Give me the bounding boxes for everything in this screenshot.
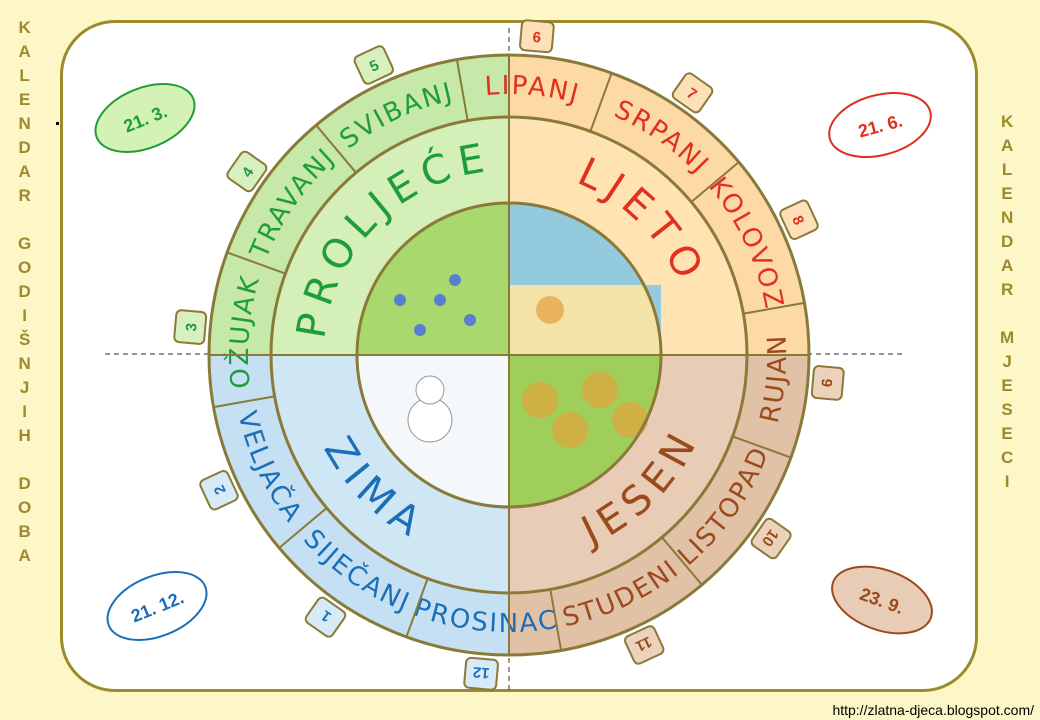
month-divider bbox=[315, 124, 357, 174]
side_right-letter: E bbox=[1001, 424, 1013, 443]
side_right-letter: R bbox=[1000, 280, 1014, 299]
flower-shape bbox=[394, 294, 406, 306]
side_right-letter: E bbox=[1001, 184, 1013, 203]
month-number: 10 bbox=[758, 526, 781, 549]
side_left-letter: B bbox=[18, 522, 31, 541]
month-number: 3 bbox=[183, 322, 201, 332]
month-number-badge: 7 bbox=[671, 72, 714, 114]
leaf-cluster-shape bbox=[582, 372, 618, 408]
side_right-letter: N bbox=[1000, 208, 1014, 227]
flower-shape bbox=[464, 314, 476, 326]
snowman-body-shape bbox=[407, 397, 453, 443]
source-credit[interactable]: http://zlatna-djeca.blogspot.com/ bbox=[832, 702, 1034, 718]
side_left-letter: H bbox=[18, 426, 31, 445]
stray-dot bbox=[56, 122, 59, 125]
month-number-badge: 2 bbox=[199, 470, 239, 511]
equinox-date-badge: 21. 12. bbox=[106, 571, 208, 641]
month-divider bbox=[661, 536, 703, 586]
month-number-badge: 3 bbox=[173, 309, 208, 345]
side_left-letter: D bbox=[18, 138, 31, 157]
month-divider bbox=[226, 251, 286, 275]
month-divider bbox=[732, 435, 792, 459]
month-divider bbox=[405, 578, 429, 638]
month-divider bbox=[549, 589, 563, 651]
side_left-letter: R bbox=[18, 186, 31, 205]
side_right-letter: K bbox=[1000, 112, 1014, 131]
side_right-letter: I bbox=[1004, 472, 1010, 491]
side_left-letter: O bbox=[18, 498, 32, 517]
equinox-date-badge: 21. 6. bbox=[828, 92, 932, 158]
month-number-badge: 11 bbox=[624, 625, 665, 665]
side_left-letter: G bbox=[18, 234, 32, 253]
flower-shape bbox=[449, 274, 461, 286]
side_right-letter: D bbox=[1000, 232, 1014, 251]
side_left-letter: A bbox=[18, 42, 31, 61]
side_left-letter: N bbox=[18, 114, 31, 133]
month-number-badge: 8 bbox=[779, 199, 819, 240]
month-divider bbox=[743, 301, 805, 315]
sandcastle-shape bbox=[536, 296, 564, 324]
side_left-letter: L bbox=[19, 66, 30, 85]
month-number-badge: 6 bbox=[519, 19, 555, 54]
side_left-letter: J bbox=[19, 378, 30, 397]
side_left-letter: Š bbox=[18, 330, 31, 349]
month-number: 11 bbox=[633, 633, 655, 655]
month-number-badge: 5 bbox=[353, 45, 394, 85]
month-number: 9 bbox=[817, 378, 835, 388]
leaf-cluster-shape bbox=[522, 382, 558, 418]
side_left-letter: D bbox=[18, 474, 31, 493]
side_right-letter: A bbox=[1000, 136, 1014, 155]
side_left-letter: A bbox=[18, 162, 31, 181]
side_right-letter: J bbox=[1002, 352, 1012, 371]
snowman-head-shape bbox=[415, 375, 445, 405]
side_right-letter: S bbox=[1001, 400, 1013, 419]
side_left-letter: K bbox=[18, 18, 31, 37]
leaf-cluster-shape bbox=[552, 412, 588, 448]
month-divider bbox=[213, 395, 275, 409]
month-divider bbox=[589, 72, 613, 132]
month-divider bbox=[278, 507, 328, 549]
month-divider bbox=[455, 59, 469, 121]
equinox-date-badge: 23. 9. bbox=[831, 565, 933, 635]
side_left-letter: I bbox=[22, 306, 27, 325]
month-number: 12 bbox=[472, 663, 490, 681]
sea-shape bbox=[509, 203, 661, 355]
month-number-badge: 4 bbox=[226, 150, 268, 193]
flower-shape bbox=[434, 294, 446, 306]
month-divider bbox=[690, 161, 740, 203]
side_right-letter: A bbox=[1000, 256, 1014, 275]
side_right-letter: M bbox=[1000, 328, 1015, 347]
side_left-letter: A bbox=[18, 546, 31, 565]
month-number: 6 bbox=[532, 29, 542, 47]
side_right-letter: C bbox=[1000, 448, 1014, 467]
side_left-letter: I bbox=[22, 402, 27, 421]
month-number-badge: 12 bbox=[463, 656, 499, 691]
side_right-letter: L bbox=[1001, 160, 1013, 179]
leaf-cluster-shape bbox=[612, 402, 648, 438]
side_right-letter: E bbox=[1001, 376, 1013, 395]
flower-shape bbox=[414, 324, 426, 336]
side_left-letter: N bbox=[18, 354, 31, 373]
month-number-badge: 9 bbox=[810, 365, 845, 401]
side_left-letter: E bbox=[18, 90, 31, 109]
equinox-date-badge: 21. 3. bbox=[94, 83, 196, 153]
side_left-letter: D bbox=[18, 282, 31, 301]
month-number-badge: 1 bbox=[304, 596, 347, 638]
side_left-letter: O bbox=[18, 258, 32, 277]
month-number-badge: 10 bbox=[750, 517, 792, 560]
